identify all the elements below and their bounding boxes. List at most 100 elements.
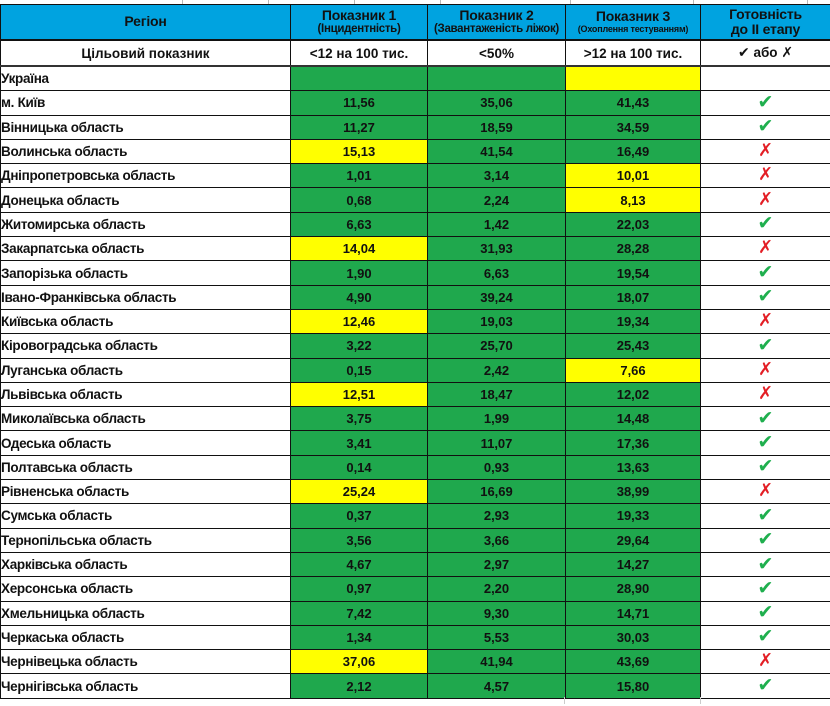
readiness-cell: ✔ xyxy=(700,624,830,651)
table-row: Дніпропетровська область 1,01 3,14 10,01… xyxy=(0,163,830,189)
region-name-cell: Рівненська область xyxy=(0,479,291,505)
readiness-mark-icon: ✔ xyxy=(757,625,774,648)
table-row: Полтавська область 0,14 0,93 13,63 ✔ xyxy=(0,454,830,481)
readiness-cell: ✗ xyxy=(700,357,830,383)
indicator2-cell: 5,53 xyxy=(427,624,566,651)
readiness-cell: ✔ xyxy=(700,114,830,140)
indicator2-cell: 11,07 xyxy=(427,430,566,456)
table-row: Івано-Франківська область 4,90 39,24 18,… xyxy=(0,284,830,310)
region-name-cell: Запорізька область xyxy=(0,260,291,286)
region-name-cell: Вінницька область xyxy=(0,114,291,140)
table-body: Україна м. Київ 11,56 35,06 41,43 ✔ Вінн… xyxy=(0,65,830,699)
table-row: Запорізька область 1,90 6,63 19,54 ✔ xyxy=(0,260,830,286)
readiness-cell: ✗ xyxy=(700,381,830,408)
readiness-mark-icon: ✔ xyxy=(757,503,774,526)
col-header-indicator1: Показник 1 (Інцидентність) xyxy=(290,4,428,41)
indicator3-cell: 15,80 xyxy=(565,673,701,699)
indicator3-cell: 22,03 xyxy=(565,211,701,238)
indicator1-cell: 7,42 xyxy=(290,600,428,626)
readiness-cell: ✔ xyxy=(700,673,830,699)
indicator3-cell: 8,13 xyxy=(565,187,701,213)
indicator3-cell: 19,33 xyxy=(565,503,701,529)
readiness-mark-icon: ✔ xyxy=(757,576,774,599)
table-row: Житомирська область 6,63 1,42 22,03 ✔ xyxy=(0,211,830,238)
readiness-cell: ✗ xyxy=(700,236,830,262)
indicator3-cell: 10,01 xyxy=(565,163,701,189)
readiness-mark-icon: ✔ xyxy=(757,528,774,551)
gridline-stub xyxy=(564,697,565,704)
readiness-mark-icon: ✔ xyxy=(757,261,774,284)
indicator1-cell: 12,46 xyxy=(290,308,428,335)
readiness-cell: ✔ xyxy=(700,284,830,310)
region-name-cell: Київська область xyxy=(0,308,291,335)
readiness-cell: ✗ xyxy=(700,187,830,213)
indicator2-cell xyxy=(427,65,566,92)
indicator3-cell: 16,49 xyxy=(565,138,701,165)
col-header-indicator1-sub: (Інцидентність) xyxy=(317,23,401,36)
indicator1-cell: 1,34 xyxy=(290,624,428,651)
readiness-cell: ✔ xyxy=(700,406,830,432)
col-header-indicator1-label: Показник 1 xyxy=(321,6,397,23)
header-row: Регіон Показник 1 (Інцидентність) Показн… xyxy=(0,4,830,41)
table-row: Донецька область 0,68 2,24 8,13 ✗ xyxy=(0,187,830,213)
table-row: Волинська область 15,13 41,54 16,49 ✗ xyxy=(0,138,830,165)
table-row: Луганська область 0,15 2,42 7,66 ✗ xyxy=(0,357,830,383)
indicator1-cell: 3,56 xyxy=(290,527,428,553)
readiness-cell: ✗ xyxy=(700,649,830,675)
gridline-stub xyxy=(440,0,441,4)
indicator2-cell: 41,94 xyxy=(427,649,566,675)
indicator3-cell: 13,63 xyxy=(565,454,701,481)
table-row: Херсонська область 0,97 2,20 28,90 ✔ xyxy=(0,576,830,602)
readiness-mark-icon: ✔ xyxy=(757,90,774,113)
readiness-cell: ✔ xyxy=(700,576,830,602)
target-readiness3-value: >12 на 100 тис. xyxy=(565,39,701,67)
region-name-cell: Херсонська область xyxy=(0,576,291,602)
readiness-cell: ✔ xyxy=(700,260,830,286)
region-name-cell: Сумська область xyxy=(0,503,291,529)
region-name-cell: Полтавська область xyxy=(0,454,291,481)
region-name-cell: Луганська область xyxy=(0,357,291,383)
region-name-cell: Донецька область xyxy=(0,187,291,213)
region-name-cell: Волинська область xyxy=(0,138,291,165)
indicator1-cell: 1,90 xyxy=(290,260,428,286)
indicator2-cell: 2,93 xyxy=(427,503,566,529)
readiness-mark-icon: ✔ xyxy=(757,212,774,235)
indicator2-cell: 2,24 xyxy=(427,187,566,213)
indicator2-cell: 2,20 xyxy=(427,576,566,602)
col-header-indicator2-sub: (Завантаженість ліжок) xyxy=(434,23,559,36)
readiness-mark-icon: ✔ xyxy=(757,431,774,454)
indicator3-cell: 29,64 xyxy=(565,527,701,553)
readiness-mark-icon: ✔ xyxy=(757,333,774,356)
indicator1-cell: 11,56 xyxy=(290,90,428,116)
indicator1-cell: 0,97 xyxy=(290,576,428,602)
readiness-mark-icon: ✗ xyxy=(757,480,774,502)
region-name-cell: Івано-Франківська область xyxy=(0,284,291,310)
readiness-cell: ✔ xyxy=(700,600,830,626)
indicator1-cell: 3,41 xyxy=(290,430,428,456)
target-readiness-legend: ✔ або ✗ xyxy=(700,39,830,67)
indicator1-cell: 0,15 xyxy=(290,357,428,383)
col-header-readiness-line1: Готовність xyxy=(729,5,802,22)
table-row: Черкаська область 1,34 5,53 30,03 ✔ xyxy=(0,624,830,651)
readiness-mark-icon: ✗ xyxy=(757,383,774,404)
table-row: Чернівецька область 37,06 41,94 43,69 ✗ xyxy=(0,649,830,675)
indicator3-cell: 19,34 xyxy=(565,308,701,335)
readiness-cell: ✗ xyxy=(700,138,830,165)
or-word: або xyxy=(753,45,778,60)
readiness-cell xyxy=(700,65,830,92)
region-name-cell: Тернопільська область xyxy=(0,527,291,553)
indicator3-cell: 14,27 xyxy=(565,551,701,578)
indicator1-cell: 4,90 xyxy=(290,284,428,310)
col-header-readiness-line2: до II етапу xyxy=(730,21,801,37)
col-header-indicator2-label: Показник 2 xyxy=(459,6,534,23)
indicator2-cell: 39,24 xyxy=(427,284,566,310)
indicator3-cell: 7,66 xyxy=(565,357,701,383)
col-header-indicator3: Показник 3 (Охоплення тестуванням) xyxy=(565,4,701,41)
indicator3-cell: 38,99 xyxy=(565,479,701,505)
table-row: м. Київ 11,56 35,06 41,43 ✔ xyxy=(0,90,830,116)
target-row-label: Цільовий показник xyxy=(0,39,291,67)
indicator3-cell: 28,90 xyxy=(565,576,701,602)
region-name-cell: Одеська область xyxy=(0,430,291,456)
indicator3-cell: 41,43 xyxy=(565,90,701,116)
